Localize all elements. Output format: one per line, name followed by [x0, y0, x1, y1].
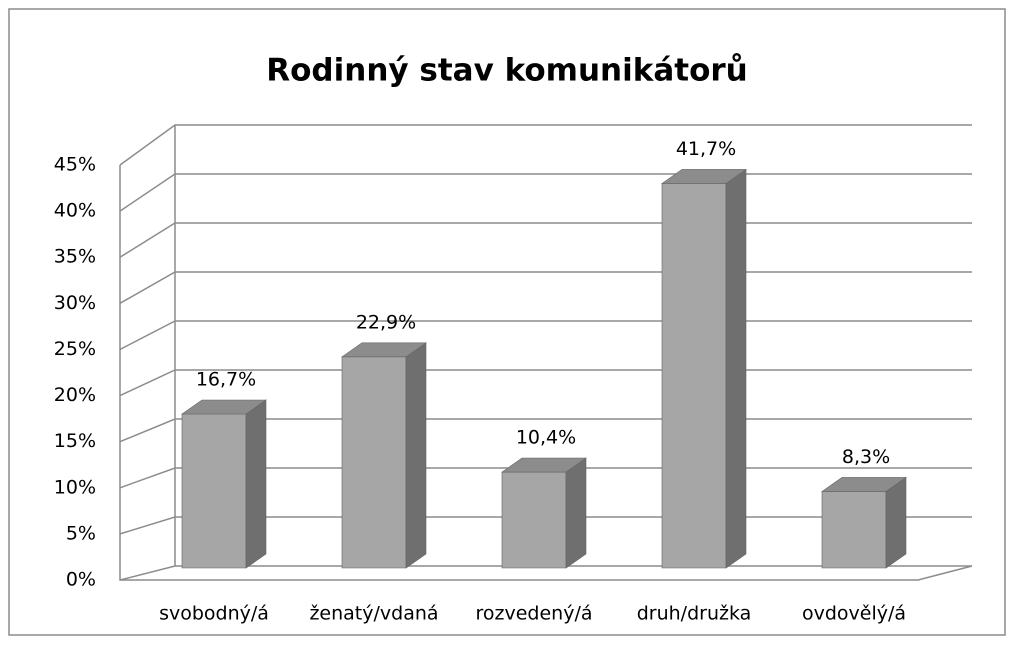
bar-top — [181, 399, 267, 415]
y-tick-label: 5% — [66, 522, 96, 544]
x-tick-label: ovdovělý/á — [802, 603, 906, 625]
bar-top — [501, 457, 587, 473]
bar-side — [565, 457, 587, 569]
bar-side — [725, 168, 747, 569]
y-tick-label: 15% — [54, 430, 96, 452]
bar — [181, 399, 267, 569]
data-label: 41,7% — [676, 138, 736, 160]
axis — [119, 165, 973, 581]
data-label: 22,9% — [356, 311, 416, 333]
bar — [661, 168, 747, 569]
bar-side — [245, 399, 267, 569]
bar-top — [341, 342, 427, 358]
bar-side — [885, 476, 907, 569]
chart-title: Rodinný stav komunikátorů — [266, 53, 747, 89]
bar — [341, 342, 427, 569]
bar-top — [821, 477, 907, 492]
y-tick-label: 10% — [54, 476, 96, 498]
data-label: 16,7% — [196, 368, 256, 390]
y-tick-label: 40% — [54, 200, 96, 222]
y-tick-label: 35% — [54, 246, 96, 268]
bar-side — [405, 342, 427, 569]
bar-front — [341, 356, 407, 569]
y-tick-label: 25% — [54, 338, 96, 360]
bar-front — [501, 471, 567, 569]
y-tick-label: 30% — [54, 292, 96, 314]
bar-front — [821, 491, 887, 569]
bar-top — [661, 169, 747, 184]
data-label: 8,3% — [842, 446, 890, 468]
data-label: 10,4% — [516, 427, 576, 449]
y-tick-label: 20% — [54, 384, 96, 406]
bar-front — [181, 413, 247, 569]
bar — [821, 476, 907, 569]
x-tick-label: rozvedený/á — [475, 603, 592, 625]
x-tick-label: druh/družka — [637, 603, 752, 625]
y-tick-label: 0% — [66, 569, 96, 591]
bar — [501, 457, 587, 569]
y-tick-label: 45% — [54, 154, 96, 176]
x-tick-label: ženatý/vdaná — [309, 603, 438, 625]
x-tick-label: svobodný/á — [159, 603, 269, 625]
bar-front — [661, 183, 727, 569]
